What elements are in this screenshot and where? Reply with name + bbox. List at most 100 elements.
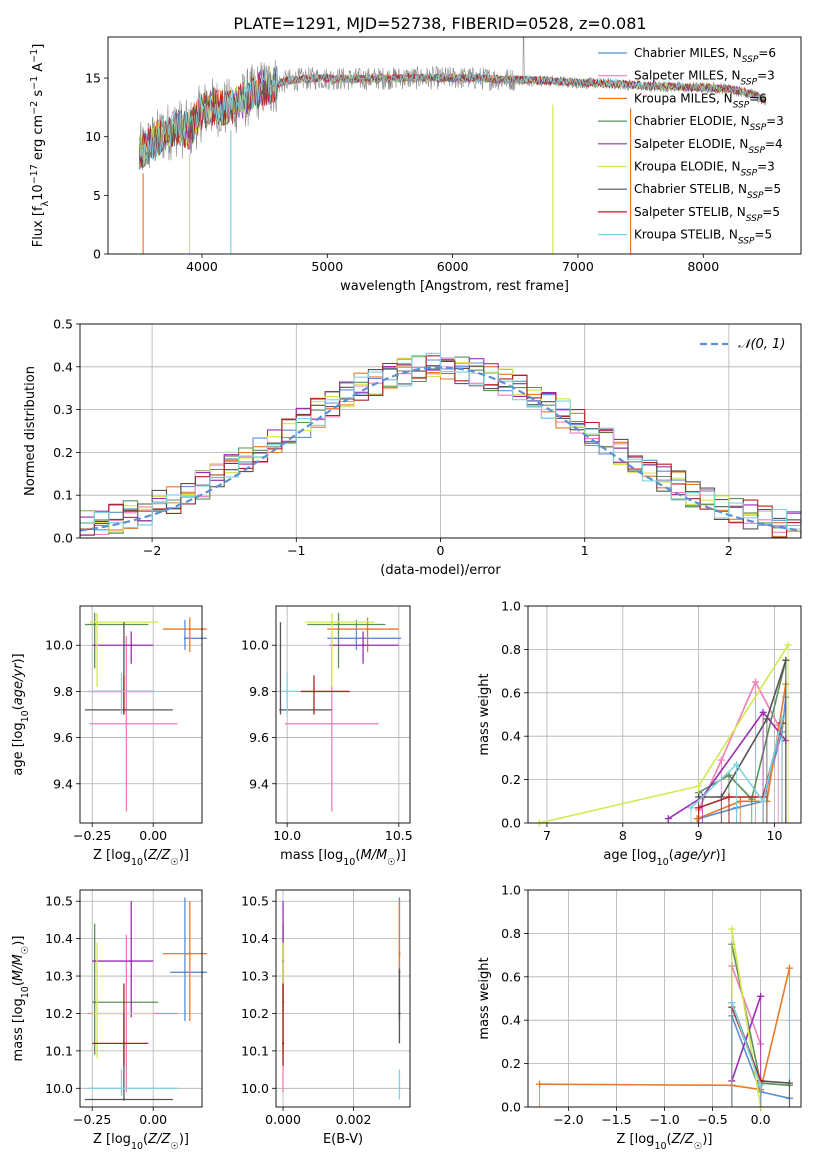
- legend-count: =6: [758, 46, 776, 60]
- mass-weight-line: [698, 660, 787, 801]
- label-part: M/M: [11, 954, 26, 981]
- label-part: 10: [20, 986, 31, 998]
- legend-sub: SSP: [738, 237, 755, 247]
- y-tick-label: 10.4: [45, 931, 73, 946]
- data-point: [337, 623, 340, 626]
- mass-weight-line: [698, 660, 787, 798]
- label-part: mass [log: [11, 998, 26, 1061]
- data-point: [130, 959, 133, 963]
- y-tick-label: 9.6: [53, 730, 73, 745]
- label-part: )]: [715, 848, 725, 863]
- label-part: ]: [31, 44, 46, 49]
- x-tick-label: −0.25: [73, 1112, 111, 1127]
- label-part: 10: [31, 184, 46, 201]
- data-point: [93, 623, 96, 626]
- x-tick-label: 10.0: [273, 828, 301, 843]
- y-tick-label: 10.0: [241, 1081, 269, 1096]
- label-part: )]: [179, 848, 189, 863]
- x-tick-label: 1: [581, 543, 589, 558]
- y-tick-label: 15: [85, 71, 101, 86]
- label-part: (: [11, 981, 26, 986]
- legend-label: Chabrier ELODIE, N: [634, 114, 750, 128]
- x-tick-label: 0.000: [265, 1112, 301, 1127]
- figure-title: PLATE=1291, MJD=52738, FIBERID=0528, z=0…: [233, 14, 646, 33]
- label-part: Z [log: [93, 1132, 131, 1147]
- x-tick-label: 2: [725, 543, 733, 558]
- data-point: [130, 644, 133, 647]
- legend-sub: SSP: [746, 214, 763, 224]
- x-tick-label: 5000: [311, 259, 343, 274]
- mass-weight-vs-age-x-axis-label: age [log10(age/yr)]: [603, 848, 725, 868]
- y-tick-label: 10: [85, 129, 101, 144]
- label-part: −17: [29, 164, 40, 184]
- x-tick-label: 6000: [437, 259, 469, 274]
- residuals-y-axis-label: Normed distribution: [23, 366, 38, 496]
- x-tick-label: 7: [543, 828, 551, 843]
- y-tick-label: 10.5: [45, 894, 73, 909]
- label-part: erg cm: [31, 115, 46, 164]
- residuals-x-axis-label: (data-model)/error: [380, 563, 501, 578]
- label-part: (: [355, 848, 360, 863]
- y-tick-label: 0: [93, 247, 101, 262]
- legend-label: Kroupa STELIB, N: [634, 228, 738, 242]
- y-tick-label: 0.4: [501, 729, 521, 744]
- x-tick-label: −1.5: [601, 1112, 631, 1127]
- mass-weight-vs-age-axes: 7 8 9 10 0.0 0.2 0.4 0.6 0.8 1.0: [501, 599, 801, 843]
- label-part: 10: [657, 857, 669, 868]
- y-tick-label: 10.0: [45, 638, 73, 653]
- legend-count: =5: [762, 205, 780, 219]
- y-tick-label: 10.0: [241, 638, 269, 653]
- label-part: )]: [396, 848, 406, 863]
- label-part: (: [143, 1132, 148, 1147]
- data-point: [279, 708, 282, 712]
- y-tick-label: 0.4: [501, 1013, 521, 1028]
- legend-label: Salpeter ELODIE, N: [634, 137, 748, 151]
- data-point: [281, 1042, 285, 1045]
- legend-label: Kroupa ELODIE, N: [634, 160, 741, 174]
- legend-entry: Salpeter ELODIE, NSSP=4: [634, 137, 783, 156]
- legend-count: =5: [764, 182, 782, 196]
- label-part: 10: [20, 710, 31, 722]
- legend-label: Kroupa MILES, N: [634, 91, 733, 105]
- histogram-step: [80, 352, 801, 534]
- label-part: ☉: [170, 857, 179, 868]
- y-tick-label: 0.6: [501, 969, 521, 984]
- data-point: [330, 722, 334, 725]
- label-part: M/M: [360, 848, 387, 863]
- label-part: Normed distribution: [23, 366, 38, 496]
- legend-entry: Chabrier STELIB, NSSP=5: [634, 182, 781, 201]
- label-part: ☉: [694, 1141, 703, 1152]
- mass-vs-Z-x-axis-label: Z [log10(Z/Z☉)]: [93, 1132, 189, 1152]
- y-tick-label: 0.8: [501, 926, 521, 941]
- legend-entry: Chabrier MILES, NSSP=6: [634, 46, 776, 65]
- mass-weight-line: [690, 718, 783, 809]
- spectrum-y-axis-label: Flux [fλ10−17 erg cm−2 s−1 A−1]: [29, 44, 51, 248]
- age-vs-Z-x-axis-label: Z [log10(Z/Z☉)]: [93, 848, 189, 868]
- x-tick-label: −0.25: [73, 828, 111, 843]
- y-tick-label: 9.4: [53, 776, 73, 791]
- data-point: [188, 627, 191, 631]
- y-tick-label: 10.3: [241, 969, 269, 984]
- label-part: Z/Z: [147, 848, 171, 863]
- label-part: ☉: [170, 1141, 179, 1152]
- normal-legend-label: 𝒩(0, 1): [738, 337, 785, 352]
- label-part: Z [log: [617, 1132, 655, 1147]
- spectrum-x-axis-label: wavelength [Angstrom, rest frame]: [340, 279, 569, 294]
- data-point: [285, 690, 289, 693]
- label-part: (: [669, 848, 674, 863]
- age-vs-mass-x-axis-label: mass [log10(M/M☉)]: [280, 848, 406, 868]
- label-part: )]: [11, 936, 26, 946]
- legend-count: =4: [765, 137, 783, 151]
- label-part: ☉: [20, 946, 31, 955]
- label-part: −1: [29, 49, 40, 63]
- legend-sub: SSP: [750, 123, 767, 133]
- y-tick-label: 0.0: [501, 1100, 521, 1115]
- label-part: Flux [f: [31, 206, 46, 247]
- y-tick-label: 0.8: [501, 642, 521, 657]
- label-part: wavelength [Angstrom, rest frame]: [340, 279, 569, 294]
- label-part: age/yr: [11, 662, 26, 705]
- x-tick-label: 0: [437, 543, 445, 558]
- data-point: [355, 637, 358, 640]
- y-tick-label: 10.1: [241, 1043, 269, 1058]
